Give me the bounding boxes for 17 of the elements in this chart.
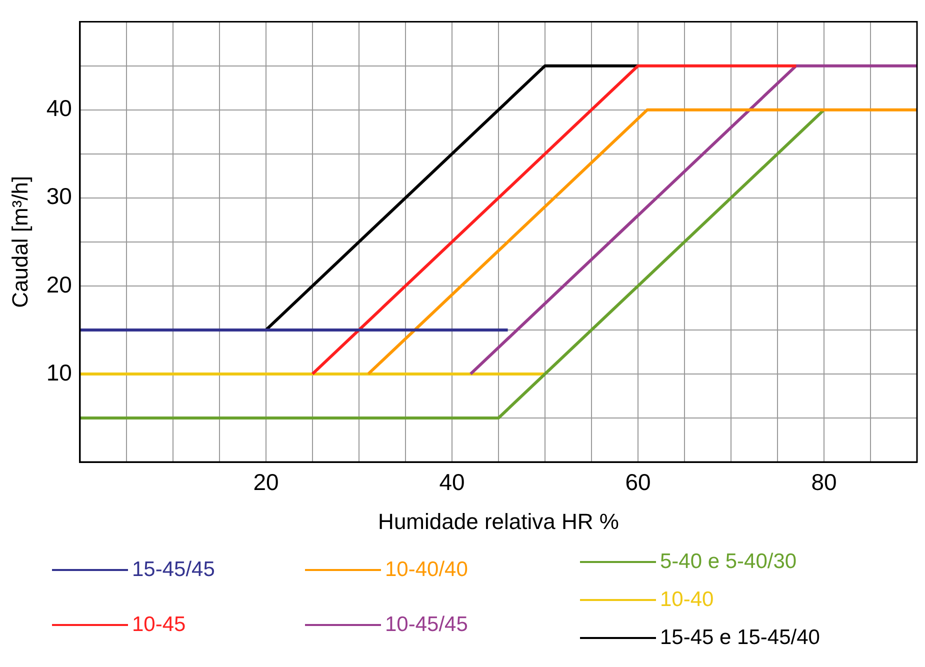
y-tick-label: 40 bbox=[46, 95, 72, 122]
y-axis-title: Caudal [m³/h] bbox=[7, 176, 32, 308]
legend-label: 10-45/45 bbox=[385, 613, 468, 637]
legend-label: 5-40 e 5-40/30 bbox=[660, 550, 797, 574]
y-tick-label: 20 bbox=[46, 271, 72, 298]
x-axis-title: Humidade relativa HR % bbox=[378, 508, 619, 534]
legend-label: 10-45 bbox=[132, 613, 186, 637]
x-tick-label: 60 bbox=[625, 469, 651, 496]
legend-label: 10-40 bbox=[660, 588, 714, 612]
x-tick-label: 20 bbox=[253, 469, 279, 496]
legend-label: 15-45/45 bbox=[132, 558, 215, 582]
legend-label: 10-40/40 bbox=[385, 558, 468, 582]
x-tick-label: 40 bbox=[439, 469, 465, 496]
y-tick-label: 30 bbox=[46, 183, 72, 210]
x-tick-label: 80 bbox=[811, 469, 837, 496]
y-tick-label: 10 bbox=[46, 359, 72, 386]
legend-label: 15-45 e 15-45/40 bbox=[660, 626, 820, 650]
